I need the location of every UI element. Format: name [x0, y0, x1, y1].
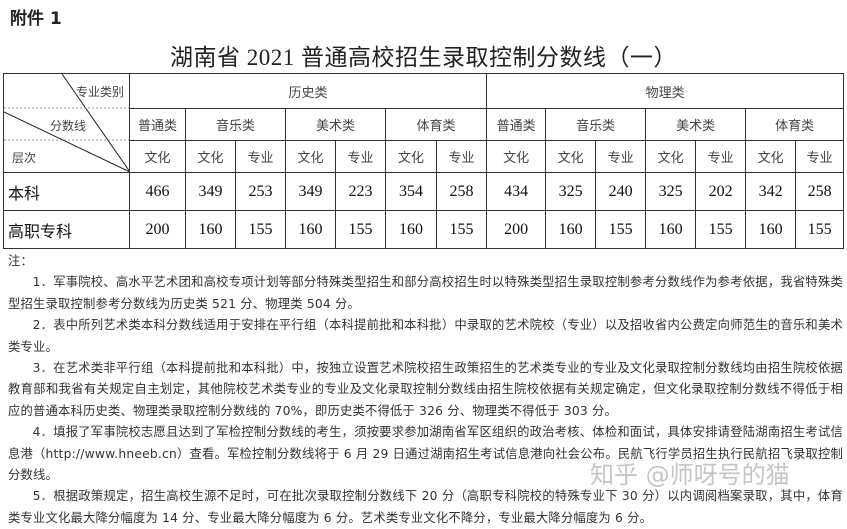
score-cell: 200	[129, 210, 186, 249]
score-cell: 240	[595, 172, 647, 211]
score-cell: 160	[185, 210, 236, 249]
note-item: 2．表中所列艺术类本科分数线适用于安排在平行组（本科提前批和本科批）中录取的艺术…	[8, 318, 843, 354]
score-table: 专业类别 分数线 层次 历史类 物理类 普通类 音乐类 美术类 体育类 普通类 …	[3, 73, 845, 249]
score-cell: 155	[795, 210, 845, 249]
corner-label-major-category: 专业类别	[76, 85, 125, 99]
subheader-cell: 专业	[335, 140, 386, 173]
score-cell: 155	[595, 210, 647, 249]
score-cell: 258	[435, 172, 488, 211]
subheader-cell: 专业	[595, 140, 647, 173]
score-cell: 160	[745, 210, 797, 249]
subheader-cell: 文化	[185, 140, 236, 173]
page-title: 湖南省 2021 普通高校招生录取控制分数线（一）	[170, 45, 677, 70]
attachment-label: 附件 1	[10, 9, 62, 29]
score-cell: 202	[695, 172, 747, 211]
row-level: 高职专科	[3, 210, 130, 249]
category-header: 普通类	[486, 108, 547, 141]
corner-header-cell: 专业类别 分数线 层次	[3, 73, 130, 173]
score-cell: 160	[285, 210, 336, 249]
corner-label-score-line: 分数线	[50, 119, 87, 133]
score-cell: 160	[645, 210, 697, 249]
score-cell: 325	[545, 172, 597, 211]
corner-label-level: 层次	[12, 151, 37, 165]
subheader-cell: 文化	[285, 140, 336, 173]
subheader-cell: 文化	[545, 140, 597, 173]
subheader-cell: 专业	[235, 140, 286, 173]
subheader-cell: 专业	[695, 140, 747, 173]
subheader-cell: 专业	[435, 140, 488, 173]
score-cell: 434	[486, 172, 547, 211]
category-header: 美术类	[645, 108, 747, 141]
score-cell: 253	[235, 172, 286, 211]
group-header-physics: 物理类	[486, 73, 845, 109]
note-item: 5．根据政策规定，招生高校生源不足时，可在批次录取控制分数线下 20 分（高职专…	[8, 489, 843, 525]
subheader-cell: 文化	[385, 140, 437, 173]
score-cell: 466	[129, 172, 186, 211]
score-cell: 155	[235, 210, 286, 249]
watermark: 知乎 @师呀号的猫	[590, 461, 790, 489]
score-cell: 155	[335, 210, 386, 249]
score-cell: 258	[795, 172, 845, 211]
subheader-cell: 文化	[645, 140, 697, 173]
category-header: 美术类	[285, 108, 386, 141]
subheader-cell: 文化	[129, 140, 186, 173]
category-header: 普通类	[129, 108, 186, 141]
subheader-cell: 专业	[795, 140, 845, 173]
score-cell: 155	[695, 210, 747, 249]
score-cell: 325	[645, 172, 697, 211]
subheader-cell: 文化	[745, 140, 797, 173]
score-cell: 223	[335, 172, 386, 211]
score-cell: 200	[486, 210, 547, 249]
score-cell: 160	[545, 210, 597, 249]
note-item: 1．军事院校、高水平艺术团和高校专项计划等部分特殊类型招生和部分高校招生时以特殊…	[8, 275, 843, 311]
group-header-history: 历史类	[128, 73, 488, 109]
score-cell: 342	[745, 172, 797, 211]
category-header: 音乐类	[545, 108, 647, 141]
note-item: 4．填报了军事院校志愿且达到了军检控制分数线的考生，须按要求参加湖南省军区组织的…	[8, 425, 843, 483]
category-header: 体育类	[384, 108, 488, 141]
category-header: 音乐类	[185, 108, 286, 141]
score-cell: 349	[285, 172, 336, 211]
subheader-cell: 文化	[486, 140, 547, 173]
score-cell: 349	[185, 172, 236, 211]
score-cell: 354	[385, 172, 437, 211]
score-cell: 155	[435, 210, 488, 249]
note-item: 3．在艺术类非平行组（本科提前批和本科批）中，按独立设置艺术院校招生政策招生的艺…	[8, 361, 843, 418]
row-level: 本科	[3, 172, 130, 211]
score-cell: 160	[385, 210, 437, 249]
diagonal-lines	[4, 74, 129, 172]
category-header: 体育类	[745, 108, 845, 141]
notes-heading: 注：	[8, 254, 33, 268]
